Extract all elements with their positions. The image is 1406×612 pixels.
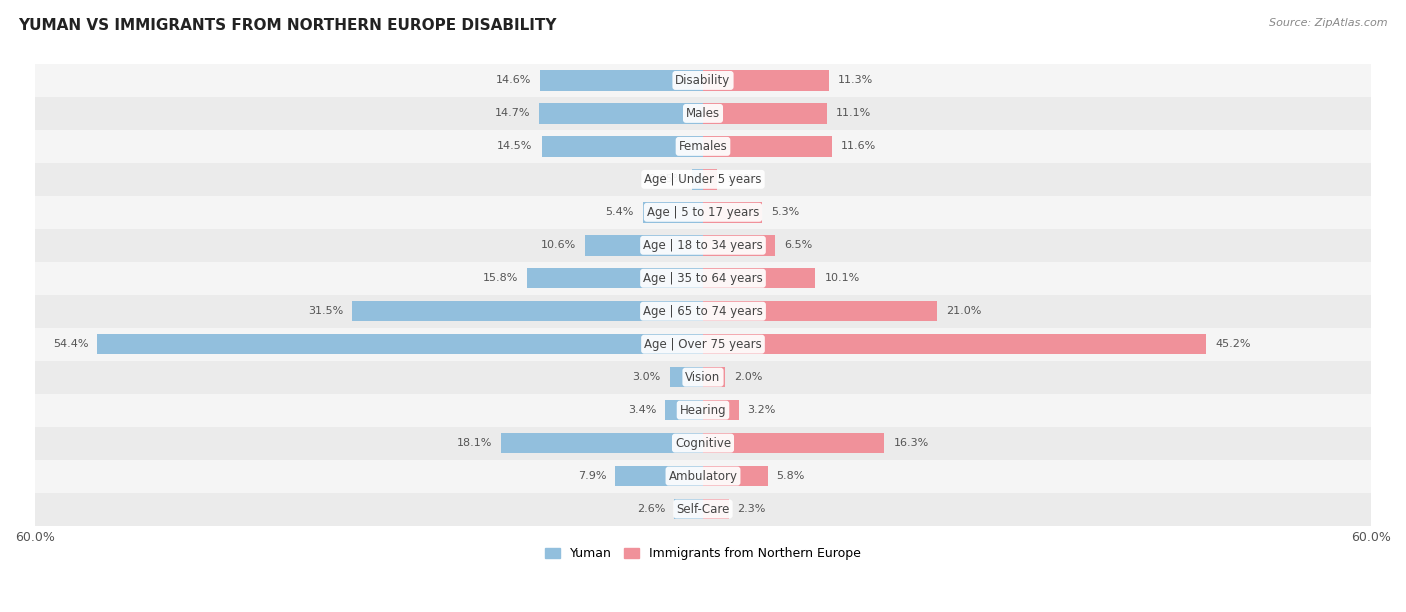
Bar — [35, 196, 1371, 229]
Bar — [541, 136, 703, 157]
Bar — [35, 163, 1371, 196]
Text: Age | 18 to 34 years: Age | 18 to 34 years — [643, 239, 763, 252]
Bar — [703, 268, 815, 288]
Text: 3.2%: 3.2% — [748, 405, 776, 415]
Bar — [703, 367, 725, 387]
Text: 1.3%: 1.3% — [727, 174, 755, 184]
Bar — [703, 433, 884, 453]
Text: 0.95%: 0.95% — [648, 174, 683, 184]
Text: Hearing: Hearing — [679, 404, 727, 417]
Text: Females: Females — [679, 140, 727, 153]
Text: 11.1%: 11.1% — [835, 108, 870, 118]
Text: 18.1%: 18.1% — [457, 438, 492, 448]
Bar — [97, 334, 703, 354]
Text: 2.0%: 2.0% — [734, 372, 762, 382]
Text: Disability: Disability — [675, 74, 731, 87]
Bar — [35, 327, 1371, 360]
Bar — [527, 268, 703, 288]
Text: Age | 65 to 74 years: Age | 65 to 74 years — [643, 305, 763, 318]
Bar — [35, 493, 1371, 526]
Bar — [614, 466, 703, 487]
Bar — [703, 400, 738, 420]
Text: 2.3%: 2.3% — [738, 504, 766, 514]
Text: Age | Under 5 years: Age | Under 5 years — [644, 173, 762, 186]
Bar — [35, 97, 1371, 130]
Bar — [703, 202, 762, 223]
Bar — [692, 169, 703, 190]
Text: Self-Care: Self-Care — [676, 502, 730, 515]
Text: 5.4%: 5.4% — [606, 207, 634, 217]
Bar — [540, 70, 703, 91]
Bar — [35, 130, 1371, 163]
Legend: Yuman, Immigrants from Northern Europe: Yuman, Immigrants from Northern Europe — [540, 542, 866, 565]
Bar — [353, 301, 703, 321]
Text: 14.5%: 14.5% — [498, 141, 533, 151]
Bar — [703, 334, 1206, 354]
Text: 10.1%: 10.1% — [824, 274, 859, 283]
Text: 14.7%: 14.7% — [495, 108, 530, 118]
Text: 3.0%: 3.0% — [633, 372, 661, 382]
Text: 7.9%: 7.9% — [578, 471, 606, 481]
Bar — [665, 400, 703, 420]
Bar — [35, 394, 1371, 427]
Bar — [703, 70, 828, 91]
Bar — [585, 235, 703, 255]
Text: Cognitive: Cognitive — [675, 436, 731, 450]
Bar — [35, 229, 1371, 262]
Bar — [643, 202, 703, 223]
Text: Source: ZipAtlas.com: Source: ZipAtlas.com — [1270, 18, 1388, 28]
Text: 10.6%: 10.6% — [541, 241, 576, 250]
Bar — [703, 235, 775, 255]
Text: 14.6%: 14.6% — [496, 75, 531, 86]
Text: YUMAN VS IMMIGRANTS FROM NORTHERN EUROPE DISABILITY: YUMAN VS IMMIGRANTS FROM NORTHERN EUROPE… — [18, 18, 557, 34]
Text: Males: Males — [686, 107, 720, 120]
Bar — [669, 367, 703, 387]
Bar — [35, 460, 1371, 493]
Bar — [673, 499, 703, 519]
Text: 5.3%: 5.3% — [770, 207, 799, 217]
Bar — [703, 169, 717, 190]
Bar — [703, 301, 936, 321]
Text: 15.8%: 15.8% — [482, 274, 519, 283]
Bar — [35, 295, 1371, 327]
Bar — [35, 262, 1371, 295]
Text: Age | Over 75 years: Age | Over 75 years — [644, 338, 762, 351]
Text: Ambulatory: Ambulatory — [668, 469, 738, 483]
Bar — [35, 360, 1371, 394]
Bar — [703, 466, 768, 487]
Bar — [35, 427, 1371, 460]
Bar — [703, 103, 827, 124]
Bar — [502, 433, 703, 453]
Text: 21.0%: 21.0% — [946, 306, 981, 316]
Text: 11.3%: 11.3% — [838, 75, 873, 86]
Text: 16.3%: 16.3% — [893, 438, 928, 448]
Text: Vision: Vision — [685, 371, 721, 384]
Text: 31.5%: 31.5% — [308, 306, 343, 316]
Bar — [540, 103, 703, 124]
Text: 5.8%: 5.8% — [776, 471, 804, 481]
Text: Age | 35 to 64 years: Age | 35 to 64 years — [643, 272, 763, 285]
Bar — [35, 64, 1371, 97]
Text: 6.5%: 6.5% — [785, 241, 813, 250]
Text: 3.4%: 3.4% — [628, 405, 657, 415]
Text: 45.2%: 45.2% — [1215, 339, 1251, 349]
Bar — [703, 136, 832, 157]
Text: 11.6%: 11.6% — [841, 141, 876, 151]
Text: 54.4%: 54.4% — [53, 339, 89, 349]
Text: 2.6%: 2.6% — [637, 504, 665, 514]
Bar — [703, 499, 728, 519]
Text: Age | 5 to 17 years: Age | 5 to 17 years — [647, 206, 759, 219]
